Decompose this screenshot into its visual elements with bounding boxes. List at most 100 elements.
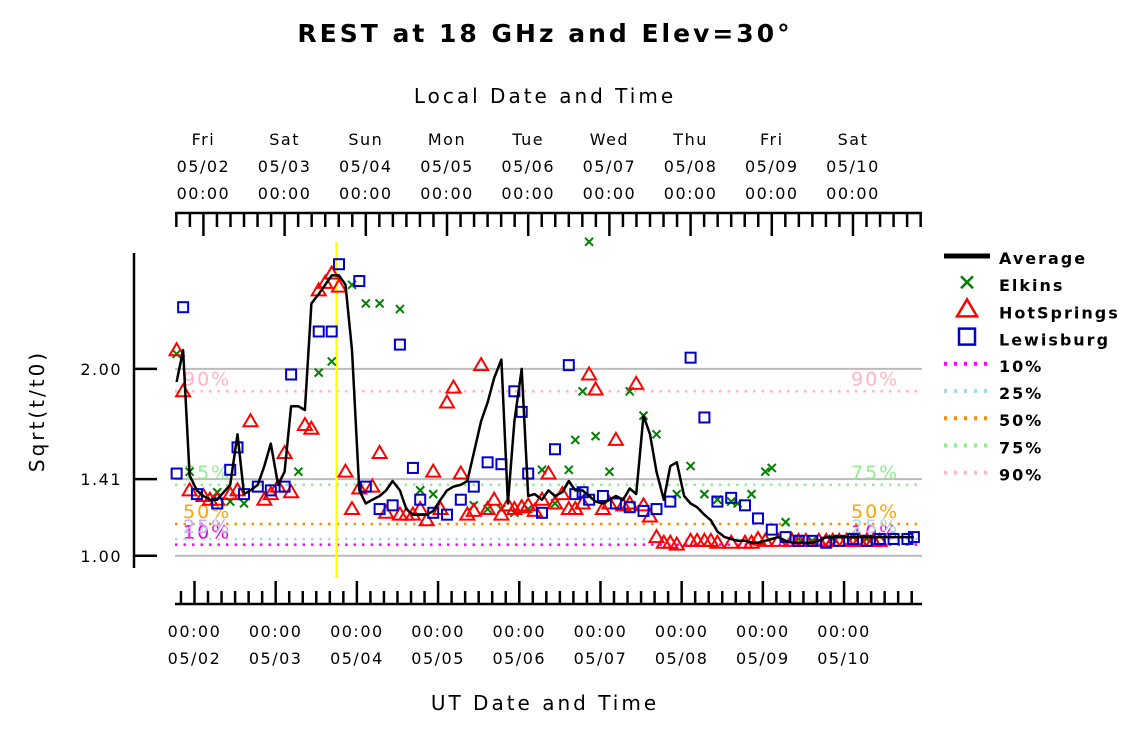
bottom-tick-date: 05/04: [330, 649, 384, 668]
lewisburg-point: [901, 532, 914, 545]
gridlines: [175, 367, 922, 557]
hotsprings-point: [444, 378, 463, 394]
bottom-tick-time: 00:00: [574, 622, 628, 641]
lewisburg-point: [596, 489, 609, 502]
lewisburg-point: [650, 503, 663, 516]
hotsprings-point: [296, 415, 314, 431]
elkins-point: [685, 461, 696, 471]
elkins-point: [699, 489, 710, 499]
lewisburg-point: [738, 499, 751, 512]
top-tick-time: 00:00: [258, 184, 312, 203]
lewisburg-point: [860, 534, 873, 547]
hotsprings-point: [275, 444, 294, 459]
top-tick-date: 05/08: [664, 157, 718, 176]
top-tick-time: 00:00: [177, 184, 231, 203]
hotsprings-point: [241, 412, 260, 428]
lewisburg-point: [386, 499, 399, 512]
lewisburg-point: [170, 467, 183, 480]
hotsprings-point: [377, 503, 395, 519]
hotsprings-point: [512, 498, 531, 514]
top-axis-title: Local Date and Time: [414, 84, 676, 108]
hotsprings-point: [330, 277, 348, 293]
percent-labels: 10% 10%25% 25%50% 50%75% 75%90% 90%: [183, 368, 899, 543]
legend-label: Average: [999, 249, 1087, 268]
top-tick-date: 05/03: [258, 157, 312, 176]
elkins-point: [395, 304, 405, 314]
top-tick-day: Tue: [511, 130, 544, 149]
hotsprings-point: [336, 462, 355, 478]
lewisburg-point: [264, 484, 277, 497]
legend-entry-average: Average: [944, 249, 1087, 268]
bottom-tick-time: 00:00: [817, 622, 871, 641]
lewisburg-point: [833, 534, 846, 547]
lewisburg-point: [887, 532, 900, 545]
hotsprings-point: [167, 341, 186, 357]
top-tick-time: 00:00: [339, 184, 393, 203]
hotsprings-point: [262, 485, 280, 501]
lewisburg-point: [359, 480, 372, 493]
lewisburg-point: [224, 463, 237, 476]
hotsprings-point: [586, 380, 605, 396]
elkins-point: [293, 466, 304, 477]
hotsprings-point: [452, 464, 470, 480]
bottom-tick-time: 00:00: [330, 622, 384, 641]
elkins-point: [361, 298, 371, 309]
bottom-tick-date: 05/03: [249, 649, 303, 668]
elkins-point: [415, 485, 425, 496]
hotsprings-point: [580, 365, 598, 381]
elkins-point: [570, 435, 581, 445]
lewisburg-point: [325, 325, 338, 338]
bottom-tick-date: 05/05: [411, 649, 465, 668]
hotsprings-point: [492, 505, 511, 521]
top-tick-date: 05/09: [745, 157, 799, 176]
chart-title: REST at 18 GHz and Elev=30°: [297, 19, 792, 48]
lewisburg-point: [562, 359, 575, 372]
lewisburg-point: [664, 495, 677, 508]
legend-label: HotSprings: [999, 303, 1120, 322]
elkins-point: [590, 431, 601, 441]
hotsprings-point: [370, 444, 389, 459]
hotsprings-point: [363, 477, 382, 493]
hotsprings-point: [485, 490, 503, 506]
bottom-tick-date: 05/06: [492, 649, 546, 668]
hotsprings-point: [668, 535, 686, 551]
lewisburg-point: [576, 486, 589, 499]
elkins-point: [327, 356, 337, 367]
top-tick-time: 00:00: [420, 184, 474, 203]
y-tick-label: 1.00: [80, 547, 122, 566]
hotsprings-point: [302, 419, 321, 435]
percent-label-right: 90%: [851, 368, 899, 390]
percent-label-right: 25%: [851, 516, 899, 538]
hotsprings-point: [627, 374, 645, 390]
lewisburg-point: [698, 411, 711, 424]
lewisburg-point: [725, 491, 738, 504]
legend-entry-lewisburg: Lewisburg: [957, 327, 1108, 350]
legend-label: Elkins: [999, 276, 1064, 295]
hotsprings-point: [322, 264, 341, 280]
hotsprings-point: [634, 496, 653, 512]
bottom-tick-time: 00:00: [168, 622, 222, 641]
lewisburg-point: [548, 443, 561, 456]
legend-swatch-lewisburg: [957, 327, 977, 346]
lewisburg-point: [609, 497, 622, 510]
top-tick-date: 05/04: [339, 157, 393, 176]
bottom-tick-date: 05/07: [574, 649, 628, 668]
percent-label-left: 75%: [183, 462, 231, 484]
lewisburg-point: [333, 258, 346, 271]
top-tick-date: 05/10: [826, 157, 880, 176]
lewisburg-point: [406, 461, 419, 474]
lewisburg-point: [873, 532, 886, 545]
lewisburg-point: [846, 532, 859, 545]
lewisburg-point: [765, 523, 778, 536]
elkins-point: [577, 386, 588, 397]
elkins-point: [746, 489, 757, 499]
legend-entry-percentile: 90%: [944, 466, 1041, 485]
hotsprings-point: [708, 533, 727, 549]
legend: Average Elkins HotSprings Lewisburg 10% 25% 50…: [944, 249, 1120, 485]
top-tick-time: 00:00: [745, 184, 799, 203]
hotsprings-point: [221, 485, 239, 501]
elkins-point: [760, 466, 770, 477]
series-hotsprings: [167, 264, 889, 551]
elkins-point: [767, 463, 777, 473]
top-tick-time: 00:00: [501, 184, 555, 203]
